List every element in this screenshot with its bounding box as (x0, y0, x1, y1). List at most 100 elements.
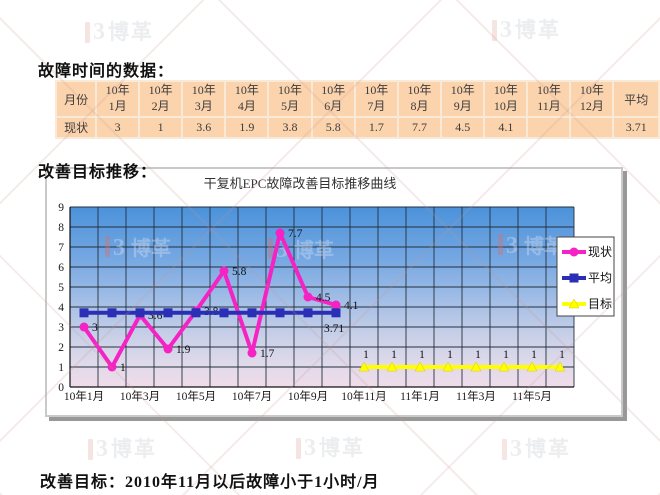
transition-section-heading: 改善目标推移： (38, 164, 158, 182)
svg-text:1: 1 (503, 349, 509, 361)
legend-item-目标: 目标 (562, 297, 612, 311)
svg-text:3: 3 (92, 322, 98, 334)
svg-text:4: 4 (58, 302, 64, 314)
logo-text: 博革 (515, 17, 561, 42)
logo-glyph: 3 (304, 435, 316, 461)
bogee-logo-watermark: 3 博革 (492, 18, 561, 42)
svg-text:博革: 博革 (294, 238, 334, 262)
svg-text:1: 1 (475, 349, 481, 361)
svg-text:1: 1 (120, 362, 126, 374)
bogee-logo-watermark: 3 博革 (296, 436, 365, 460)
month-header-cell: 10年 12月 (569, 80, 615, 118)
bogee-logo-watermark: 3 博革 (105, 235, 171, 261)
logo-text: 博革 (319, 435, 365, 460)
chart-title: 干复机EPC故障改善目标推移曲线 (204, 176, 397, 191)
svg-text:7: 7 (58, 242, 64, 254)
value-cell: 3.71 (612, 116, 660, 139)
series-平均 (79, 308, 341, 318)
svg-text:2: 2 (58, 342, 64, 354)
svg-text:3: 3 (506, 233, 518, 259)
svg-text:11年3月: 11年3月 (456, 389, 496, 403)
month-header-cell: 10年 1月 (95, 80, 141, 118)
legend-item-现状: 现状 (562, 245, 612, 259)
logo-glyph: 3 (500, 17, 512, 43)
value-cell: 5.8 (310, 116, 356, 139)
month-header-cell: 10年 11月 (526, 80, 572, 118)
bogee-logo-watermark: 3 博革 (502, 437, 571, 461)
svg-text:现状: 现状 (588, 245, 612, 259)
svg-text:1: 1 (58, 362, 64, 374)
x-tick-labels: 10年1月 10年3月 10年5月 10年7月 10年9月 10年11月 11年1月 11年3… (64, 389, 552, 403)
svg-text:5: 5 (58, 282, 64, 294)
conclusion-text: 改善目标：2010年11月以后故障小于1小时/月 (40, 474, 380, 491)
series-目标 (358, 361, 566, 372)
svg-text:1: 1 (391, 349, 397, 361)
logo-bar-icon (88, 438, 93, 460)
value-cell: 3.8 (267, 116, 313, 139)
logo-bar-icon (502, 438, 507, 460)
svg-text:平均: 平均 (588, 271, 612, 285)
value-cell: 4.1 (483, 116, 529, 139)
svg-text:5.8: 5.8 (232, 266, 247, 278)
value-cell: 3 (95, 116, 141, 139)
month-header-cell: 10年 5月 (267, 80, 313, 118)
value-cell: 3.6 (181, 116, 227, 139)
svg-text:1: 1 (363, 349, 369, 361)
svg-text:1: 1 (447, 349, 453, 361)
logo-glyph: 3 (96, 436, 108, 462)
value-cell (569, 116, 615, 139)
svg-text:10年5月: 10年5月 (176, 389, 216, 403)
svg-text:9: 9 (58, 202, 64, 214)
svg-text:3.71: 3.71 (324, 323, 344, 335)
month-header-cell: 10年 4月 (224, 80, 270, 118)
value-cell: 4.5 (440, 116, 486, 139)
logo-bar-icon (85, 21, 90, 43)
svg-text:4.1: 4.1 (344, 300, 359, 312)
data-section-heading: 故障时间的数据： (38, 63, 175, 81)
svg-text:4.5: 4.5 (316, 292, 331, 304)
value-cell: 1.9 (224, 116, 270, 139)
svg-text:1: 1 (531, 349, 537, 361)
svg-text:3: 3 (113, 235, 125, 261)
month-header-cell: 10年 2月 (138, 80, 184, 118)
table-corner-cell: 月份 (54, 80, 98, 118)
svg-text:8: 8 (58, 222, 64, 234)
svg-text:0: 0 (58, 382, 64, 394)
month-header-cell: 10年 3月 (181, 80, 227, 118)
fault-time-table-body: 月份 10年 1月 10年 2月 10年 3月 10年 4月 10年 5月 10年 6月 10… (54, 80, 660, 139)
month-header-cell: 10年 9月 (440, 80, 486, 118)
month-header-cell: 10年 7月 (353, 80, 399, 118)
svg-text:1: 1 (559, 349, 565, 361)
svg-text:6: 6 (58, 262, 64, 274)
svg-text:11年5月: 11年5月 (512, 389, 552, 403)
logo-glyph: 3 (93, 19, 105, 45)
value-cell (526, 116, 572, 139)
logo-text: 博革 (111, 436, 157, 461)
row-label-cell: 现状 (54, 116, 98, 139)
svg-text:7.7: 7.7 (288, 228, 303, 240)
chart-container: 3 博革 3 博革 3 博革 0 1 2 3 4 5 6 7 8 9 10年1月 10年3月 10年5月 10年7月 1… (45, 167, 623, 417)
svg-text:1.9: 1.9 (176, 344, 191, 356)
svg-text:11年1月: 11年1月 (400, 389, 440, 403)
bogee-logo-watermark: 3 博革 (88, 437, 157, 461)
svg-text:10年7月: 10年7月 (232, 389, 272, 403)
svg-text:10年11月: 10年11月 (341, 389, 387, 403)
logo-bar-icon (492, 19, 497, 41)
bogee-logo-watermark: 3 博革 (85, 20, 154, 44)
logo-glyph: 3 (510, 436, 522, 462)
svg-text:1.7: 1.7 (260, 348, 275, 360)
value-cell: 1 (138, 116, 184, 139)
svg-text:目标: 目标 (588, 297, 612, 311)
logo-bar-icon (296, 437, 301, 459)
value-cell: 1.7 (353, 116, 399, 139)
legend-item-平均: 平均 (562, 271, 612, 285)
month-header-cell: 10年 10月 (483, 80, 529, 118)
svg-text:博革: 博革 (131, 236, 171, 260)
value-cell: 7.7 (396, 116, 443, 139)
average-header-cell: 平均 (612, 80, 660, 118)
logo-text: 博革 (108, 19, 154, 44)
y-tick-labels: 0 1 2 3 4 5 6 7 8 9 (58, 202, 64, 394)
svg-text:3: 3 (58, 322, 64, 334)
fault-time-table: 月份 10年 1月 10年 2月 10年 3月 10年 4月 10年 5月 10年 6月 10… (54, 80, 660, 139)
